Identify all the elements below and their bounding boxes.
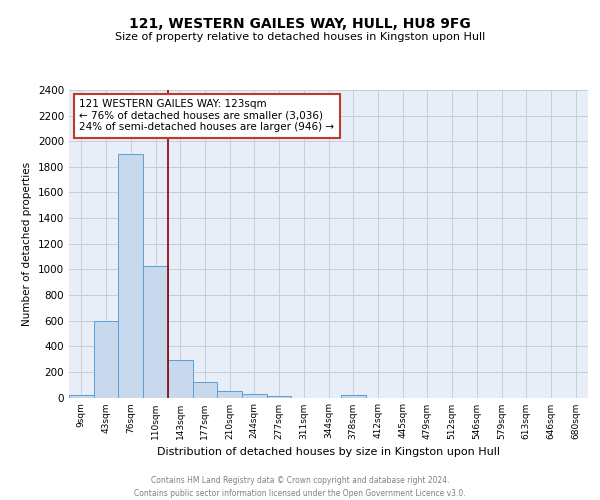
Bar [69, 395, 94, 398]
Bar [341, 395, 365, 398]
Text: Contains HM Land Registry data © Crown copyright and database right 2024.
Contai: Contains HM Land Registry data © Crown c… [134, 476, 466, 498]
Bar [94, 320, 118, 398]
Text: 121, WESTERN GAILES WAY, HULL, HU8 9FG: 121, WESTERN GAILES WAY, HULL, HU8 9FG [129, 18, 471, 32]
Bar [193, 382, 217, 398]
Text: Size of property relative to detached houses in Kingston upon Hull: Size of property relative to detached ho… [115, 32, 485, 42]
Bar [217, 391, 242, 398]
Y-axis label: Number of detached properties: Number of detached properties [22, 162, 32, 326]
Bar [143, 266, 168, 398]
Bar [242, 394, 267, 398]
Bar [168, 360, 193, 398]
Bar [267, 396, 292, 398]
X-axis label: Distribution of detached houses by size in Kingston upon Hull: Distribution of detached houses by size … [157, 447, 500, 457]
Text: 121 WESTERN GAILES WAY: 123sqm
← 76% of detached houses are smaller (3,036)
24% : 121 WESTERN GAILES WAY: 123sqm ← 76% of … [79, 99, 335, 132]
Bar [118, 154, 143, 398]
